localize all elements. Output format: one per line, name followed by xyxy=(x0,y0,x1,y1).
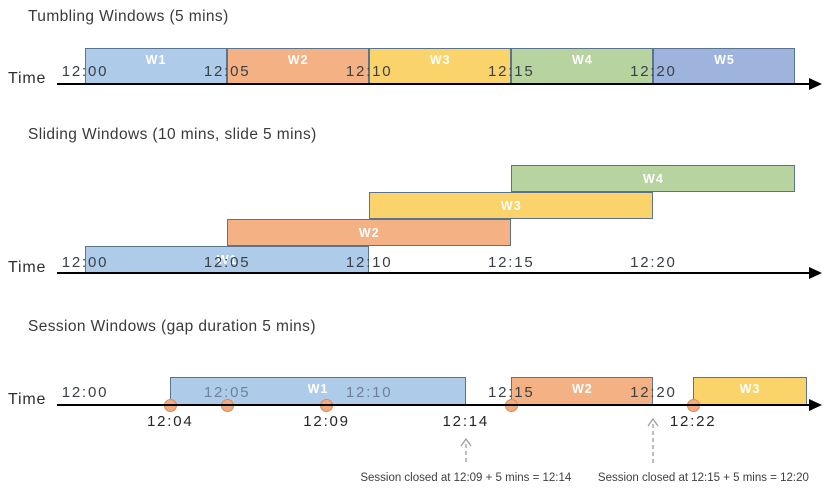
tick-label: 12:15 xyxy=(488,254,535,271)
section-title: Session Windows (gap duration 5 mins) xyxy=(28,318,316,335)
window-w2: W2 xyxy=(227,48,370,84)
event-time-label: 12:22 xyxy=(669,413,717,430)
axis-arrowhead-icon xyxy=(809,78,822,90)
event-time-label: 12:09 xyxy=(303,413,350,430)
window-label: W1 xyxy=(307,382,329,396)
event-time-label: 12:14 xyxy=(442,413,490,430)
window-w4: W4 xyxy=(511,48,654,84)
window-label: W5 xyxy=(714,53,735,67)
tick-label: 12:15 xyxy=(488,63,535,80)
window-label: W3 xyxy=(500,198,522,213)
tick-label: 12:10 xyxy=(345,384,393,401)
window-w3: W3 xyxy=(693,377,807,405)
window-label: W3 xyxy=(429,53,451,67)
window-w2: W2 xyxy=(511,377,654,405)
tick-label: 12:05 xyxy=(203,254,251,271)
window-label: W4 xyxy=(571,53,593,67)
axis-arrowhead-icon xyxy=(809,399,822,411)
tick-label: 12:00 xyxy=(61,254,109,271)
window-w1: W1 xyxy=(85,246,370,273)
session-close-annotation: Session closed at 12:15 + 5 mins = 12:20 xyxy=(597,472,809,484)
window-label: W3 xyxy=(739,382,761,396)
tick-label: 12:00 xyxy=(61,384,109,401)
tick-label: 12:20 xyxy=(630,63,677,80)
window-w4: W4 xyxy=(511,165,796,192)
axis-line xyxy=(57,272,810,274)
section-title: Sliding Windows (10 mins, slide 5 mins) xyxy=(28,126,317,143)
window-w2: W2 xyxy=(227,219,512,246)
tick-label: 12:00 xyxy=(61,63,109,80)
axis-arrowhead-icon xyxy=(809,267,822,279)
section-title: Tumbling Windows (5 mins) xyxy=(28,8,229,25)
tick-label: 12:20 xyxy=(630,254,677,271)
session-close-annotation: Session closed at 12:09 + 5 mins = 12:14 xyxy=(360,472,572,484)
axis-line xyxy=(57,83,810,85)
tick-label: 12:10 xyxy=(345,254,393,271)
window-label: W2 xyxy=(571,382,593,396)
window-label: W1 xyxy=(145,53,167,67)
tick-label: 12:20 xyxy=(630,384,677,401)
tick-label: 12:10 xyxy=(345,63,393,80)
window-label: W4 xyxy=(643,171,664,186)
event-time-label: 12:04 xyxy=(146,413,194,430)
window-w1: W1 xyxy=(85,48,228,84)
window-label: W1 xyxy=(216,252,238,267)
axis-line xyxy=(57,404,810,406)
window-w5: W5 xyxy=(653,48,796,84)
dashed-arrow-icon xyxy=(459,437,473,469)
tick-label: 12:15 xyxy=(488,384,535,401)
tick-label: 12:05 xyxy=(203,63,251,80)
window-label: W2 xyxy=(358,225,380,240)
window-w3: W3 xyxy=(369,192,654,219)
tick-label: 12:05 xyxy=(203,384,251,401)
time-axis-label: Time xyxy=(8,259,47,276)
time-axis-label: Time xyxy=(8,70,47,87)
time-axis-label: Time xyxy=(8,391,47,408)
window-label: W2 xyxy=(287,53,309,67)
dashed-arrow-icon xyxy=(646,417,660,469)
